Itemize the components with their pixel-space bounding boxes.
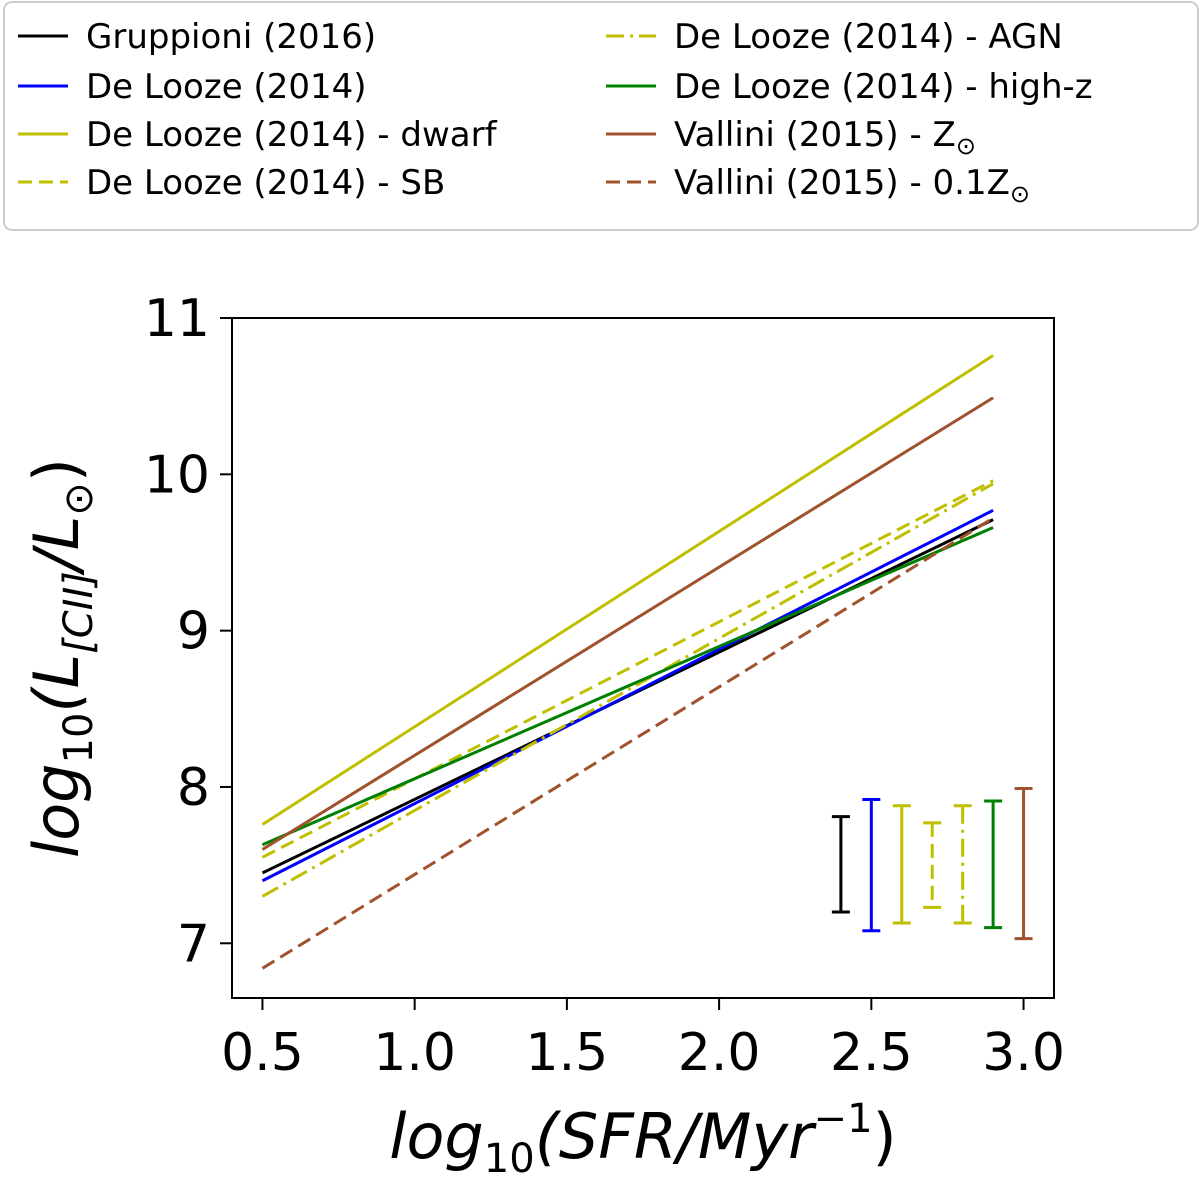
legend-item-7: Vallini (2015) - 0.1Z⊙ bbox=[606, 163, 1030, 208]
y-tick-label: 11 bbox=[144, 289, 210, 349]
x-axis-label: log10(SFR/Myr−1) bbox=[389, 1096, 896, 1182]
x-tick-label: 0.5 bbox=[221, 1023, 304, 1083]
error-bar-2 bbox=[892, 804, 911, 925]
y-axis-label: log10(L[CII]/L⊙) bbox=[20, 458, 102, 858]
x-tick-label: 3.0 bbox=[982, 1023, 1065, 1083]
error-bar-5 bbox=[984, 799, 1003, 930]
legend-label: De Looze (2014) - dwarf bbox=[86, 115, 498, 155]
legend-label: De Looze (2014) - high-z bbox=[674, 67, 1093, 107]
y-tick-label: 8 bbox=[177, 758, 210, 818]
errorbar-layer bbox=[831, 787, 1033, 941]
legend-label: Vallini (2015) - Z⊙ bbox=[674, 115, 976, 160]
legend-item-1: De Looze (2014) bbox=[18, 67, 366, 107]
legend-label: De Looze (2014) - SB bbox=[86, 163, 445, 203]
series-line-2 bbox=[261, 354, 994, 826]
series-layer bbox=[261, 354, 994, 970]
legend-item-2: De Looze (2014) - dwarf bbox=[18, 115, 498, 155]
series-line-1 bbox=[261, 508, 994, 883]
y-tick-label: 9 bbox=[177, 602, 210, 662]
legend-label: Gruppioni (2016) bbox=[86, 17, 376, 57]
plot-area bbox=[231, 317, 1055, 999]
legend-item-3: De Looze (2014) - SB bbox=[18, 163, 445, 203]
legend-label: De Looze (2014) - AGN bbox=[674, 17, 1063, 57]
legend-label: De Looze (2014) bbox=[86, 67, 366, 107]
series-line-6 bbox=[261, 396, 994, 851]
legend-item-6: Vallini (2015) - Z⊙ bbox=[606, 115, 976, 160]
series-line-4 bbox=[261, 482, 994, 898]
y-tick-label: 7 bbox=[177, 914, 210, 974]
error-bar-1 bbox=[862, 797, 881, 933]
error-bar-3 bbox=[923, 821, 942, 909]
y-tick-label: 10 bbox=[144, 445, 210, 505]
error-bar-4 bbox=[953, 804, 972, 925]
series-line-3 bbox=[261, 479, 994, 859]
error-bar-0 bbox=[831, 815, 850, 914]
x-tick-label: 1.0 bbox=[373, 1023, 456, 1083]
x-tick-label: 2.5 bbox=[830, 1023, 913, 1083]
legend-label: Vallini (2015) - 0.1Z⊙ bbox=[674, 163, 1030, 208]
legend-box bbox=[3, 1, 1199, 231]
y-axis-ticks: 7 8 9 10 11 bbox=[144, 289, 232, 974]
series-line-5 bbox=[261, 526, 994, 847]
x-axis-ticks: 0.5 1.0 1.5 2.0 2.5 3.0 bbox=[221, 998, 1065, 1083]
legend-item-0: Gruppioni (2016) bbox=[18, 17, 376, 57]
legend: Gruppioni (2016) De Looze (2014) De Looze … bbox=[18, 17, 1093, 208]
legend-item-4: De Looze (2014) - AGN bbox=[606, 17, 1063, 57]
legend-item-5: De Looze (2014) - high-z bbox=[606, 67, 1093, 107]
x-tick-label: 2.0 bbox=[678, 1023, 761, 1083]
error-bar-6 bbox=[1014, 787, 1033, 941]
series-line-7 bbox=[261, 516, 994, 970]
x-tick-label: 1.5 bbox=[526, 1023, 609, 1083]
